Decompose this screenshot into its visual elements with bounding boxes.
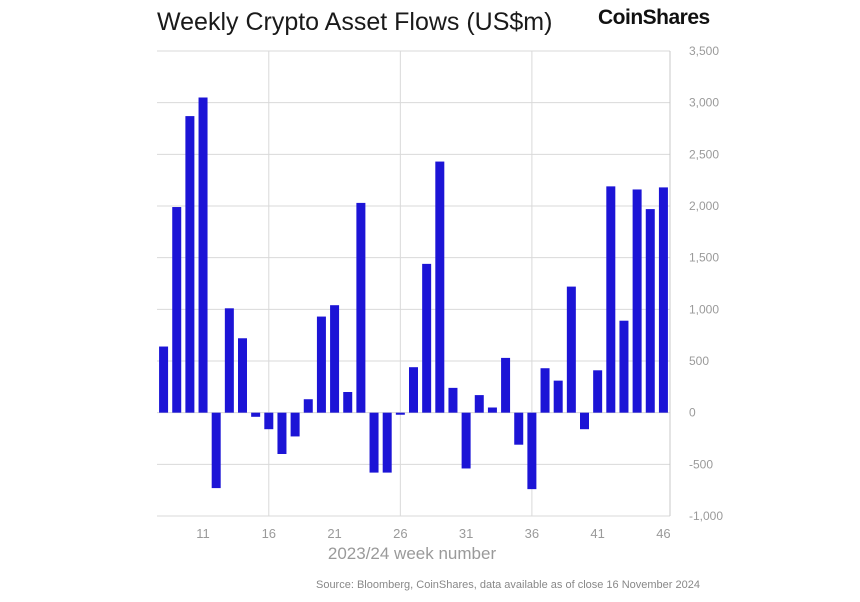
bar-week-29	[435, 161, 445, 413]
grid-layer	[157, 50, 670, 517]
x-tick-label: 41	[590, 526, 604, 541]
x-tick-label: 46	[656, 526, 670, 541]
coinshares-logo: CoinShares	[598, 6, 710, 29]
bar-week-40	[580, 412, 589, 430]
x-tick-label: 36	[525, 526, 539, 541]
bar-week-39	[566, 286, 576, 413]
x-tick-label: 31	[459, 526, 473, 541]
bar-week-32	[474, 395, 484, 413]
y-tick-label: 3,000	[689, 96, 719, 110]
bar-week-42	[606, 186, 616, 413]
bar-week-21	[330, 305, 340, 413]
bar-week-31	[461, 412, 471, 469]
bar-week-28	[422, 263, 432, 413]
bar-week-27	[409, 367, 418, 413]
bar-week-36	[527, 412, 537, 490]
y-tick-label: 500	[689, 354, 709, 368]
x-axis-label: 2023/24 week number	[327, 544, 497, 563]
bar-week-26	[395, 412, 405, 415]
bar-week-45	[645, 209, 655, 413]
bar-week-44	[632, 189, 642, 413]
x-tick-label: 21	[327, 526, 341, 541]
x-tick-label: 26	[393, 526, 407, 541]
axis-layer: 3,500 3,000 2,500 2,000 1,500 1,000 500 0 -500 -1…	[196, 44, 723, 541]
bar-week-38	[553, 380, 563, 413]
bar-week-30	[448, 387, 458, 413]
y-tick-label: 3,500	[689, 44, 719, 58]
bar-week-20	[316, 316, 326, 413]
x-tick-label: 11	[196, 526, 210, 541]
bar-week-24	[369, 412, 379, 473]
bar-week-34	[501, 357, 511, 413]
bar-week-43	[619, 320, 629, 413]
bar-week-13	[224, 308, 234, 413]
y-tick-label: 2,500	[689, 147, 719, 161]
bar-week-33	[487, 407, 497, 413]
bar-week-22	[343, 392, 353, 413]
bar-week-41	[593, 370, 603, 413]
chart-title: Weekly Crypto Asset Flows (US$m)	[157, 8, 553, 36]
y-tick-label: 2,000	[689, 199, 719, 213]
bar-week-15	[251, 412, 261, 417]
x-tick-label: 16	[262, 526, 276, 541]
bar-week-16	[264, 412, 274, 430]
bar-week-18	[290, 412, 300, 437]
bars-layer	[159, 97, 668, 490]
y-tick-label: 1,500	[689, 251, 719, 265]
bar-week-9	[172, 207, 182, 413]
y-tick-label: 1,000	[689, 302, 719, 316]
bar-week-17	[277, 412, 287, 454]
bar-week-46	[658, 187, 668, 413]
bar-week-35	[514, 412, 524, 445]
bar-week-37	[540, 368, 550, 413]
bar-week-10	[185, 116, 195, 413]
y-tick-label: -500	[689, 457, 713, 471]
bar-week-23	[356, 202, 366, 413]
bar-week-12	[211, 412, 221, 489]
bar-week-11	[198, 97, 208, 413]
bar-week-14	[238, 338, 247, 413]
y-tick-label: -1,000	[689, 509, 723, 523]
bar-week-19	[303, 399, 313, 413]
source-note: Source: Bloomberg, CoinShares, data avai…	[315, 579, 700, 591]
y-tick-label: 0	[689, 406, 696, 420]
bar-week-25	[382, 412, 392, 473]
bar-week-8	[159, 346, 169, 413]
